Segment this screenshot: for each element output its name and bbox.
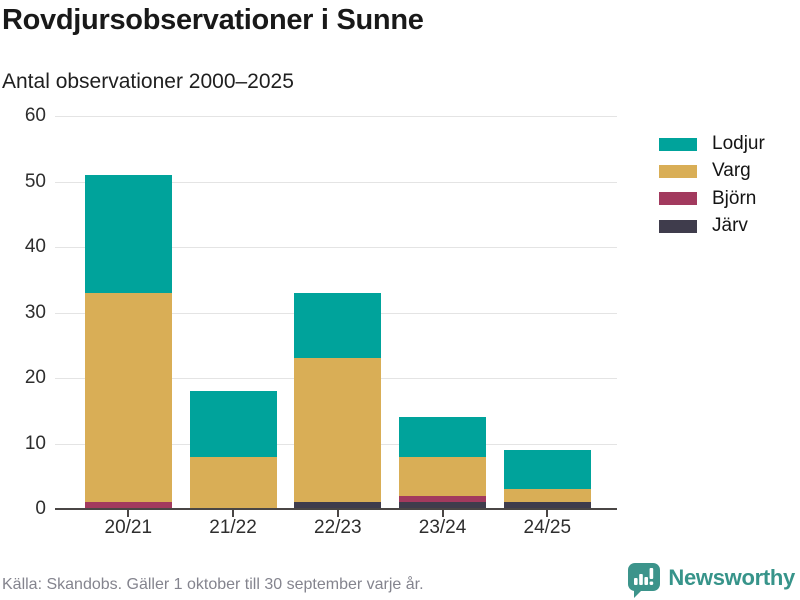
y-gridline [55, 247, 617, 248]
x-axis-line [55, 508, 617, 510]
x-tick-label: 23/24 [418, 517, 467, 538]
speech-bubble-bar-chart-icon [628, 563, 661, 598]
legend-item-bjorn: Björn [659, 188, 756, 209]
legend-item-jarv: Järv [659, 215, 748, 236]
y-tick-label: 30 [24, 301, 46, 323]
bar-segment-jarv-23-24 [399, 502, 487, 509]
x-axis-tick [441, 510, 444, 517]
x-axis-tick [127, 510, 130, 517]
x-tick-label: 20/21 [104, 517, 153, 538]
bar-segment-lodjur-21-22 [189, 391, 277, 457]
y-tick-label: 10 [24, 432, 46, 454]
legend-label-varg: Varg [712, 160, 751, 182]
logo-wordmark: Newsworthy [668, 565, 795, 590]
x-axis-tick [232, 510, 235, 517]
legend-label-lodjur: Lodjur [712, 133, 765, 154]
bar-segment-jarv-22-23 [294, 502, 382, 509]
source-note: Källa: Skandobs. Gäller 1 oktober till 3… [2, 576, 424, 593]
bar-segment-varg-20-21 [84, 292, 172, 503]
bar-segment-bjorn-20-21 [84, 502, 172, 509]
newsworthy-logo: Newsworthy [627, 561, 795, 599]
legend-swatch-varg [659, 164, 697, 178]
legend-swatch-jarv [659, 219, 697, 233]
bar-segment-varg-22-23 [294, 358, 382, 503]
bar-segment-lodjur-20-21 [84, 174, 172, 293]
legend-item-varg: Varg [659, 160, 751, 181]
x-tick-label: 22/23 [314, 517, 362, 538]
x-tick-label: 24/25 [523, 517, 572, 538]
chart-subtitle: Antal observationer 2000–2025 [2, 70, 294, 93]
legend-swatch-bjorn [659, 192, 697, 206]
x-axis-tick [546, 510, 549, 517]
chart-title: Rovdjursobservationer i Sunne [2, 4, 424, 36]
x-axis-tick [336, 510, 339, 517]
bar-segment-jarv-24-25 [503, 502, 591, 509]
y-tick-label: 20 [24, 367, 46, 388]
legend-label-bjorn: Björn [712, 187, 757, 209]
y-tick-label: 50 [24, 170, 46, 192]
legend-label-jarv: Järv [712, 215, 748, 237]
x-tick-label: 21/22 [209, 517, 257, 538]
y-tick-label: 0 [35, 498, 46, 519]
legend-item-lodjur: Lodjur [659, 133, 765, 154]
bar-segment-varg-24-25 [503, 489, 591, 503]
bar-segment-lodjur-22-23 [294, 292, 382, 359]
bar-segment-lodjur-24-25 [503, 450, 591, 490]
bar-segment-bjorn-23-24 [399, 495, 487, 503]
bar-segment-varg-21-22 [189, 456, 277, 509]
y-tick-label: 40 [24, 236, 46, 257]
y-gridline [55, 116, 617, 117]
bar-segment-varg-23-24 [399, 456, 487, 496]
bar-segment-lodjur-23-24 [399, 417, 487, 457]
legend-swatch-lodjur [659, 137, 697, 151]
y-gridline [55, 181, 617, 183]
y-tick-label: 60 [24, 105, 46, 126]
